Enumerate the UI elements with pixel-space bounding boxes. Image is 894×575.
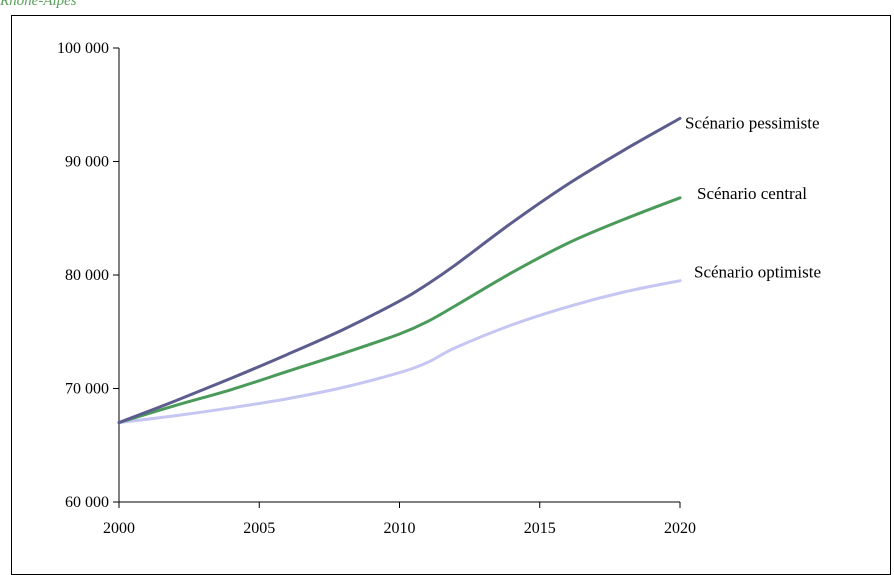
series-line-scenario-central — [117, 196, 682, 425]
series-labels: Scénario pessimiste Scénario central Scéna… — [685, 113, 821, 281]
axes: 60 000 70 000 80 000 90 000 100 000 2000 2005 2… — [57, 40, 696, 537]
x-tick-label: 2010 — [384, 520, 416, 537]
x-tick-label: 2015 — [524, 520, 556, 537]
x-tick-label: 2005 — [243, 520, 275, 537]
series-line-scenario-pessimiste — [117, 116, 682, 425]
line-chart: 60 000 70 000 80 000 90 000 100 000 2000 2005 2… — [57, 40, 821, 537]
y-tick-label: 60 000 — [65, 494, 109, 511]
series-lines — [117, 116, 682, 425]
series-label-scenario-optimiste: Scénario optimiste — [694, 263, 821, 282]
series-label-scenario-pessimiste: Scénario pessimiste — [685, 113, 820, 132]
y-tick-label: 80 000 — [65, 267, 109, 284]
x-tick-label: 2020 — [664, 520, 696, 537]
chart-frame — [11, 15, 891, 575]
series-line-scenario-optimiste — [117, 279, 682, 425]
y-tick-label: 70 000 — [65, 381, 109, 398]
y-tick-label: 90 000 — [65, 154, 109, 171]
y-tick-label: 100 000 — [57, 40, 109, 57]
chart-caption: Rhône-Alpes — [0, 0, 77, 9]
x-tick-label: 2000 — [103, 520, 135, 537]
series-label-scenario-central: Scénario central — [697, 184, 807, 203]
